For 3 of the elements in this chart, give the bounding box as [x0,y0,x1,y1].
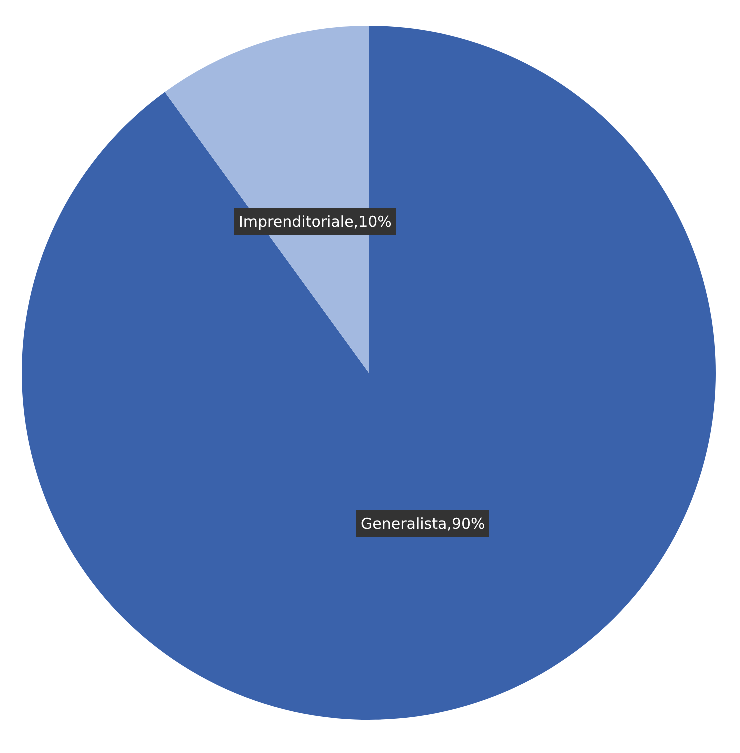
slice-label: Generalista,90% [361,515,486,533]
pie-slice [22,26,716,720]
slice-label: Imprenditoriale,10% [239,213,392,231]
